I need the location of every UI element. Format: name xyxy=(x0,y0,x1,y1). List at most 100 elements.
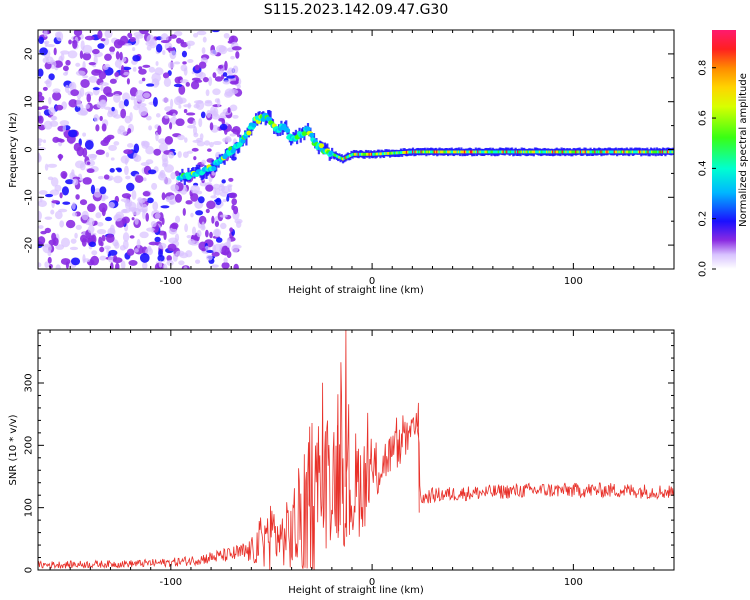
ridge-core xyxy=(579,150,582,154)
colorbar-tick-label: 0.8 xyxy=(698,60,709,76)
spectrogram-x-tick-label: 100 xyxy=(564,276,583,287)
noise-blob xyxy=(195,259,201,264)
noise-blob xyxy=(182,61,187,65)
ridge-core xyxy=(619,150,622,154)
snr-plot-area xyxy=(38,330,674,570)
ridge-core xyxy=(434,150,437,154)
ridge-core xyxy=(374,152,377,156)
noise-blob xyxy=(51,200,60,204)
noise-blob xyxy=(125,175,131,180)
ridge-core xyxy=(411,150,414,154)
noise-blob xyxy=(48,107,56,116)
spectrogram-y-tick-label: 0 xyxy=(24,146,35,152)
noise-blob xyxy=(146,227,155,232)
ridge-core xyxy=(346,155,349,159)
ridge-core xyxy=(576,150,579,154)
noise-blob xyxy=(48,96,52,105)
noise-blob xyxy=(219,123,228,131)
noise-blob xyxy=(221,262,230,269)
ridge-core xyxy=(521,150,524,154)
colorbar-label: Normalized spectral amplitude xyxy=(738,73,749,227)
noise-blob xyxy=(99,255,107,261)
noise-blob xyxy=(178,104,182,109)
ridge-outer xyxy=(285,120,288,129)
ridge-core xyxy=(352,152,355,156)
noise-blob xyxy=(104,53,112,61)
noise-blob xyxy=(212,140,222,146)
noise-blob xyxy=(155,113,161,118)
ridge-core xyxy=(612,150,615,154)
ridge-core xyxy=(416,150,419,154)
ridge-core xyxy=(530,150,533,154)
ridge-core xyxy=(338,155,341,159)
ridge-core xyxy=(664,150,667,154)
noise-blob xyxy=(91,250,98,256)
ridge-core xyxy=(496,150,499,154)
ridge-core xyxy=(601,150,604,154)
ridge-core xyxy=(481,150,484,154)
noise-blob xyxy=(198,61,207,69)
ridge-core xyxy=(658,150,661,154)
ridge-core xyxy=(339,156,342,160)
noise-blob xyxy=(224,60,228,71)
noise-blob xyxy=(108,144,118,152)
noise-blob xyxy=(72,178,79,186)
ridge-core xyxy=(542,150,545,154)
noise-blob xyxy=(221,179,226,184)
noise-blob xyxy=(132,54,141,62)
noise-blob xyxy=(201,247,206,252)
ridge-core xyxy=(582,150,585,154)
noise-blob xyxy=(205,254,213,261)
noise-blob xyxy=(113,214,123,222)
noise-blob xyxy=(169,200,174,205)
ridge-core xyxy=(554,150,557,154)
ridge-outer xyxy=(326,143,329,152)
noise-blob xyxy=(190,212,194,218)
noise-blob xyxy=(124,43,132,47)
ridge-core xyxy=(370,152,373,156)
ridge-core xyxy=(630,150,633,154)
ridge-core xyxy=(637,150,640,154)
noise-blob xyxy=(73,30,83,37)
ridge-core xyxy=(422,150,425,154)
noise-blob xyxy=(211,30,221,33)
noise-blob xyxy=(60,237,71,248)
ridge-core xyxy=(428,150,431,154)
ridge-core xyxy=(642,150,645,154)
ridge-outer xyxy=(289,137,293,146)
ridge-core xyxy=(369,152,372,156)
ridge-core xyxy=(353,152,356,156)
ridge-core xyxy=(463,150,466,154)
ridge-core xyxy=(555,150,558,154)
noise-blob xyxy=(38,142,42,147)
ridge-core xyxy=(301,131,308,136)
ridge-core xyxy=(343,157,346,160)
ridge-core xyxy=(449,150,452,154)
noise-blob xyxy=(228,177,234,182)
ridge-core xyxy=(457,150,460,154)
noise-blob xyxy=(193,156,197,161)
ridge-core xyxy=(636,150,639,154)
noise-blob xyxy=(211,251,220,257)
ridge-core xyxy=(617,150,620,154)
noise-blob xyxy=(109,51,115,55)
ridge-core xyxy=(620,150,623,154)
noise-blob xyxy=(154,212,161,220)
noise-blob xyxy=(86,93,92,103)
ridge-core xyxy=(309,132,315,138)
noise-blob xyxy=(124,165,129,176)
noise-blob xyxy=(137,197,143,203)
noise-blob xyxy=(129,235,135,239)
ridge-core xyxy=(543,150,546,154)
ridge-core xyxy=(562,150,565,154)
noise-blob xyxy=(222,198,227,203)
noise-blob xyxy=(126,182,135,192)
ridge-core xyxy=(368,152,371,156)
noise-blob xyxy=(198,215,207,225)
noise-blob xyxy=(222,72,228,77)
noise-blob xyxy=(174,170,180,177)
noise-blob xyxy=(84,140,94,150)
noise-blob xyxy=(115,262,120,269)
ridge-core xyxy=(536,150,539,154)
noise-blob xyxy=(129,112,133,122)
